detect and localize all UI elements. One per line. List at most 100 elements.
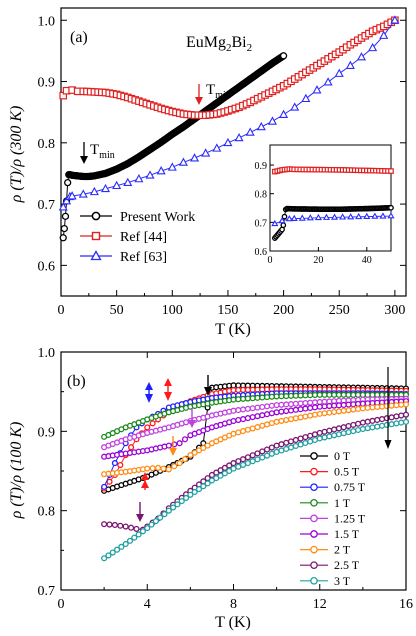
data-point-b [200, 444, 207, 452]
data-point-b [359, 425, 366, 433]
data-point-b [240, 386, 247, 393]
legend-marker-present [91, 211, 101, 221]
data-point-a [323, 77, 333, 86]
data-point-b [355, 405, 362, 412]
legend-marker-b [310, 498, 318, 507]
data-point-b [204, 442, 211, 449]
data-point-b [340, 430, 347, 437]
legend-marker-b [310, 561, 318, 570]
data-point-b [359, 419, 366, 426]
data-point-b [331, 391, 338, 398]
y-tick-label-b: 0.8 [38, 505, 56, 520]
data-point-a [60, 224, 68, 233]
data-point-b [335, 402, 342, 409]
data-point-b [326, 433, 333, 440]
data-point-b [165, 507, 172, 514]
data-point-a [112, 180, 122, 190]
data-point-b [144, 424, 151, 431]
data-point-b [235, 458, 242, 465]
data-point-a [234, 132, 244, 142]
panel-b-y-ticks: 0.7 0.8 0.9 1.0 [38, 346, 406, 599]
data-point-b [307, 392, 314, 399]
data-point-b [268, 420, 275, 427]
data-point-b [297, 441, 304, 448]
data-point-a [201, 148, 211, 157]
x-tick-label-a: 300 [384, 303, 405, 318]
data-point-a [89, 186, 99, 196]
data-point-b [287, 407, 295, 414]
legend-marker-b [310, 545, 318, 554]
inset-background [270, 143, 394, 260]
data-point-b [244, 415, 251, 422]
data-point-b [321, 434, 328, 441]
x-tick-label-a: 50 [110, 303, 124, 318]
y-tick-label-b: 0.9 [38, 425, 56, 440]
data-point-b [345, 401, 352, 408]
data-point-b [321, 403, 328, 410]
legend-label-b: 0 T [334, 449, 351, 463]
arrow-0_75T [145, 382, 153, 403]
data-point-b [316, 391, 323, 398]
data-point-a [223, 137, 233, 147]
data-point-b [144, 525, 151, 532]
panel-b: 0 4 8 12 16 0.7 0.8 0.9 1.0 (b) 0 T 0.5 T0.75 T 1… [8, 346, 413, 631]
data-point-b [114, 546, 121, 553]
data-point-b [128, 524, 135, 531]
data-point-b [302, 392, 309, 399]
data-point-b [263, 403, 271, 410]
data-point-b [268, 393, 275, 400]
data-point-b [278, 408, 285, 415]
legend-marker-b [310, 452, 318, 460]
inset-frame [269, 144, 392, 252]
data-point-b [292, 415, 299, 422]
data-point-b [398, 401, 405, 408]
data-point-b [235, 417, 242, 424]
panel-b-xlabel: T (K) [215, 614, 251, 631]
data-point-b [174, 501, 181, 508]
data-point-b [263, 411, 271, 418]
panel-b-legend: 0 T 0.5 T0.75 T 1 T1.25 T 1.5 T 2 T2.5 T 3 T [300, 449, 366, 588]
panel-b-label: (b) [67, 373, 86, 390]
data-point-a [345, 60, 355, 69]
legend-label-present: Present Work [120, 210, 195, 225]
data-point-b [287, 392, 295, 399]
data-point-a [59, 234, 67, 242]
panel-a-x-ticks: 0 50 100 150 200 250 300 [58, 290, 405, 318]
data-point-inset [363, 212, 371, 219]
data-point-b [254, 404, 261, 411]
data-point-inset [388, 168, 394, 174]
data-point-a [167, 162, 177, 171]
data-point-b [249, 425, 256, 432]
data-point-b [359, 400, 366, 407]
data-point-b [326, 427, 333, 434]
data-point-b [345, 422, 352, 430]
data-point-b [321, 428, 328, 435]
data-point-b [259, 454, 266, 461]
data-point-b [235, 407, 242, 414]
data-point-a [67, 191, 77, 200]
data-point-a [312, 85, 322, 94]
data-point-b [273, 448, 280, 456]
legend-label-ref63: Ref [63] [120, 250, 167, 265]
data-point-b [292, 436, 299, 444]
data-point-b [240, 395, 247, 402]
legend-label-ref44: Ref [44] [120, 230, 167, 245]
data-point-b [259, 403, 266, 411]
data-point-b [283, 408, 290, 415]
data-point-b [369, 424, 376, 431]
legend-marker-ref63 [90, 250, 102, 261]
data-point-b [152, 518, 159, 525]
y-tick-label-a: 0.9 [38, 76, 56, 91]
data-point-b [307, 438, 314, 445]
data-point-b [340, 424, 347, 431]
data-point-b [160, 465, 167, 472]
legend-marker-b [310, 530, 318, 538]
legend-label-b: 1.25 T [334, 511, 366, 525]
field-direction-arrow [384, 367, 392, 449]
data-point-b [235, 429, 242, 436]
data-point-inset [306, 214, 314, 221]
data-point-b [230, 465, 237, 472]
data-point-b [208, 477, 215, 484]
data-point-a [267, 116, 277, 125]
